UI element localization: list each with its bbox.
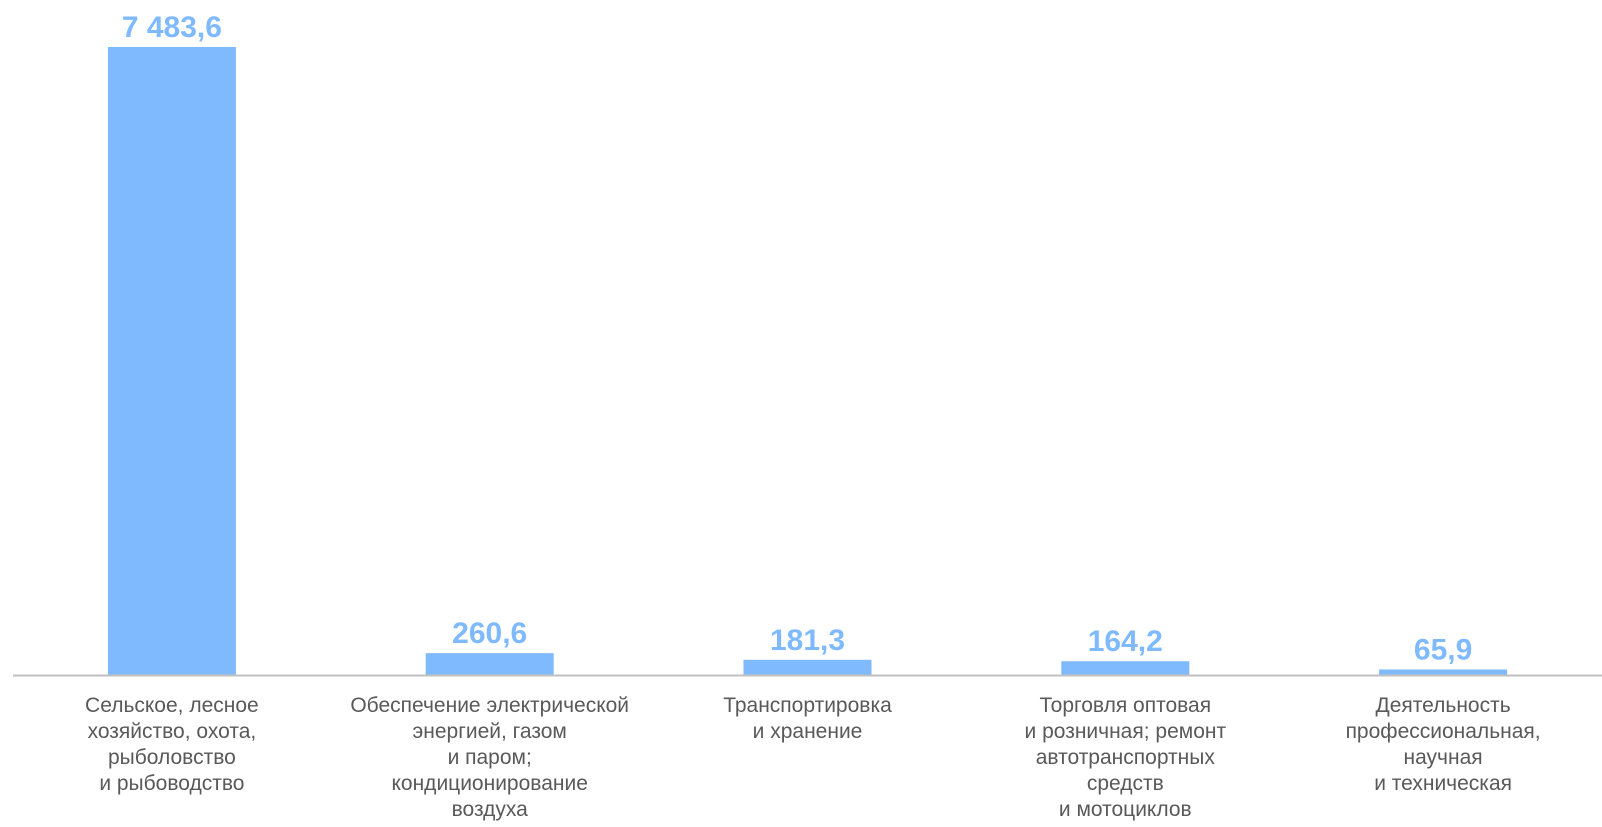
category-label-line: Обеспечение электрической	[350, 694, 629, 717]
category-label-line: Сельское, лесное	[85, 694, 259, 717]
category-label-line: и розничная; ремонт	[1025, 720, 1227, 743]
category-label-line: Торговля оптовая	[1039, 694, 1211, 717]
category-label-line: энергией, газом	[413, 720, 567, 743]
category-label-line: и паром;	[448, 746, 532, 769]
bar-value-label-1: 7 483,6	[122, 11, 222, 44]
bars-group	[107, 47, 1508, 675]
category-labels-group: Сельское, лесное хозяйство, охота, рыболов…	[85, 694, 1541, 821]
category-label-line: профессиональная,	[1346, 720, 1541, 743]
category-label-line: воздуха	[452, 798, 529, 821]
category-label-3: Транспортировка и хранение	[723, 694, 892, 743]
bar-4	[1061, 661, 1190, 675]
bar-1	[107, 47, 236, 675]
bar-2	[425, 653, 554, 675]
category-label-line: и техническая	[1374, 772, 1512, 795]
category-label-line: и хранение	[753, 720, 863, 743]
category-label-5: Деятельность профессиональная, научная и те…	[1346, 694, 1541, 795]
bar-value-label-2: 260,6	[452, 617, 527, 650]
category-label-line: и мотоциклов	[1059, 798, 1192, 821]
category-label-line: кондиционирование	[391, 772, 587, 795]
bar-5	[1379, 669, 1508, 675]
bar-value-label-3: 181,3	[770, 624, 845, 657]
category-label-line: Транспортировка	[723, 694, 892, 717]
category-label-line: Деятельность	[1376, 694, 1511, 717]
category-label-1: Сельское, лесное хозяйство, охота, рыболов…	[85, 694, 259, 795]
category-label-line: хозяйство, охота,	[88, 720, 257, 743]
bar-value-label-5: 65,9	[1414, 633, 1472, 666]
category-label-line: автотранспортных	[1036, 746, 1216, 769]
category-label-line: средств	[1087, 772, 1164, 795]
category-label-4: Торговля оптовая и розничная; ремонт автот…	[1025, 694, 1227, 821]
category-label-2: Обеспечение электрической энергией, газом…	[350, 694, 629, 821]
bar-3	[743, 659, 872, 675]
category-label-line: научная	[1404, 746, 1483, 769]
bar-value-label-4: 164,2	[1088, 625, 1163, 658]
category-label-line: и рыбоводство	[99, 772, 244, 795]
value-labels-group: 7 483,6 260,6 181,3 164,2 65,9	[122, 11, 1472, 666]
category-label-line: рыболовство	[108, 746, 236, 769]
